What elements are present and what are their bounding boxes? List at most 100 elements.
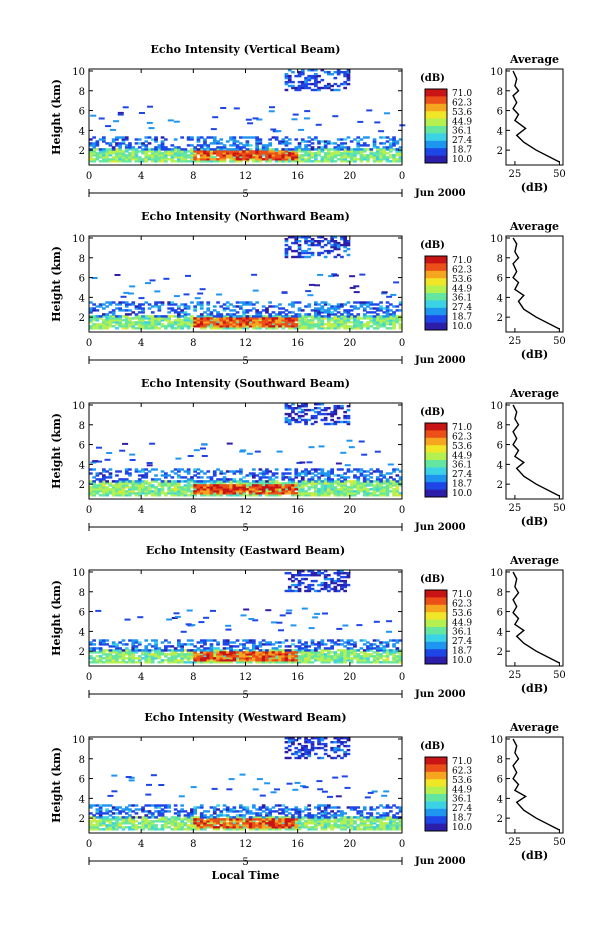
heatmap-cell [154,657,158,660]
heatmap-cell [98,317,103,320]
heatmap-cell [89,494,93,497]
heatmap-cell [261,158,266,161]
heatmap-cell [310,154,315,157]
heatmap-cell [229,303,233,306]
heatmap-cell [389,482,393,485]
heatmap-cell [379,492,383,495]
heatmap-cell [340,313,344,316]
heatmap-cell [255,490,259,493]
heatmap-cell [314,82,318,86]
heatmap-cell [190,651,194,654]
heatmap-cell [252,649,256,652]
heatmap-cell [235,154,240,157]
heatmap-cell [258,468,263,471]
heatmap-cell [353,158,357,161]
heatmap-cell [271,311,276,314]
heatmap-cell [314,480,318,483]
heatmap-cell [330,152,334,155]
heatmap-cell [366,156,370,159]
heatmap-cell [307,240,312,243]
heatmap-cell [239,653,243,656]
heatmap-cell [92,468,96,471]
heatmap-cell [173,138,178,141]
heatmap-cell [173,146,178,149]
heatmap-cell [382,150,387,153]
heatmap-cell [297,84,302,88]
heatmap-cell [314,156,318,159]
heatmap-cell [366,154,370,157]
colorbar-frame [424,255,448,331]
heatmap-cell [297,589,302,593]
heatmap-cell [281,291,288,294]
heatmap-cell [109,128,116,131]
heatmap-cell [320,236,325,239]
heatmap-cell [131,486,136,489]
heatmap-cell [382,486,387,489]
day-label: 5 [242,523,248,534]
heatmap-cell [372,138,377,141]
heatmap-cell [323,484,328,487]
heatmap-cell [144,315,149,318]
heatmap-cell [196,140,201,143]
heatmap-cell [346,301,351,304]
heatmap-cell [297,645,302,648]
heatmap-cell [366,321,370,324]
heatmap-cell [239,301,243,304]
heatmap-cell [357,120,364,123]
heatmap-cell [300,73,305,76]
heatmap-cell [291,649,295,652]
heatmap-cell [128,146,132,149]
heatmap-cell [118,484,122,487]
heatmap-cell [346,74,351,78]
heatmap-cell [173,649,178,652]
heatmap-cell [317,403,321,406]
heatmap-cell [349,643,354,646]
heatmap-cell [183,476,188,479]
heatmap-cell [92,154,96,157]
heatmap-cell [225,315,230,318]
heatmap-cell [128,142,132,145]
heatmap-cell [330,327,334,330]
heatmap-cell [203,482,207,485]
heatmap-cell [343,482,347,485]
heatmap-cell [209,327,214,330]
heatmap-cell [300,158,305,161]
heatmap-cell [255,474,259,477]
heatmap-cell [372,323,377,326]
heatmap-cell [343,659,347,662]
heatmap-cell [330,410,334,414]
heatmap-cell [255,150,259,153]
heatmap-cell [229,150,233,153]
heatmap-cell [336,583,341,587]
heatmap-cell [281,659,286,662]
heatmap-cell [274,657,279,660]
heatmap-cell [209,311,214,314]
heatmap-cell [307,152,312,155]
heatmap-cell [105,319,109,322]
heatmap-cell [287,488,292,491]
day-label: 5 [242,189,248,200]
heatmap-cell [268,156,272,159]
heatmap-cell [102,661,106,664]
heatmap-cell [206,144,211,147]
heatmap-cell [278,317,282,320]
heatmap-cell [212,160,217,163]
heatmap-cell [232,494,237,497]
heatmap-cell [343,86,347,90]
heatmap-cell [346,69,351,72]
heatmap-cell [225,661,230,664]
heatmap-cell [206,480,211,483]
heatmap-cell [379,301,383,304]
heatmap-cell [336,158,341,161]
heatmap-cell [124,478,129,481]
heatmap-cell [340,236,344,239]
heatmap-cell [265,160,269,163]
heatmap-cell [199,651,204,654]
heatmap-cell [222,653,227,656]
heatmap-cell [291,152,295,155]
heatmap-cell [336,492,341,495]
heatmap-cell [330,639,334,642]
heatmap-cell [389,309,393,312]
heatmap-cell [315,123,322,126]
heatmap-cell [278,629,284,632]
